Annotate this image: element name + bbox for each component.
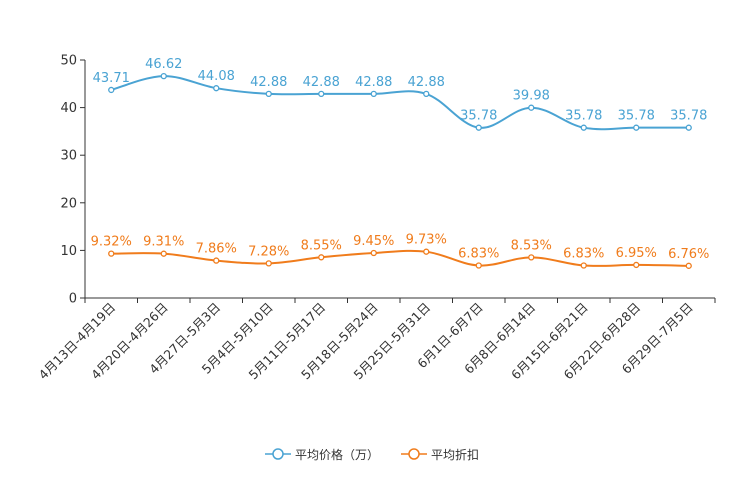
data-label: 7.86% xyxy=(196,242,237,257)
y-tick-label: 50 xyxy=(60,54,77,69)
data-label: 46.62 xyxy=(145,57,182,72)
data-label: 35.78 xyxy=(618,109,655,124)
data-point xyxy=(633,261,640,269)
y-tick-label: 40 xyxy=(60,101,77,116)
data-label: 42.88 xyxy=(303,75,340,90)
data-point xyxy=(528,104,535,111)
y-tick-label: 30 xyxy=(60,149,77,164)
data-label: 35.78 xyxy=(670,109,707,124)
series-line-discount xyxy=(111,249,689,267)
data-point xyxy=(370,90,377,98)
data-label: 8.53% xyxy=(511,238,552,253)
data-label: 9.32% xyxy=(91,235,132,250)
data-point xyxy=(108,250,115,257)
y-tick-label: 0 xyxy=(69,292,77,307)
data-point xyxy=(318,90,325,98)
legend-item-price[interactable]: 平均价格（万） xyxy=(264,446,379,463)
data-point xyxy=(213,85,220,92)
data-point xyxy=(423,90,430,98)
data-label: 6.76% xyxy=(668,247,709,262)
data-point xyxy=(108,86,115,94)
data-point xyxy=(265,260,272,267)
data-label: 9.45% xyxy=(353,234,394,249)
data-point xyxy=(160,250,167,257)
legend-label-price: 平均价格（万） xyxy=(294,447,379,462)
legend-item-discount[interactable]: 平均折扣 xyxy=(401,446,479,463)
data-point xyxy=(580,262,587,269)
data-label: 43.71 xyxy=(93,71,130,86)
legend-swatch-price-icon xyxy=(264,448,291,460)
legend-swatch-discount-icon xyxy=(401,448,427,460)
data-label: 9.31% xyxy=(143,235,184,250)
data-label: 7.28% xyxy=(248,244,289,259)
data-point xyxy=(265,90,272,98)
data-label: 6.83% xyxy=(458,246,499,261)
data-label: 9.73% xyxy=(406,233,447,248)
data-label: 44.08 xyxy=(198,69,235,84)
data-label: 42.88 xyxy=(408,75,445,90)
data-point xyxy=(528,254,535,261)
data-point xyxy=(475,124,482,131)
data-point xyxy=(685,262,692,269)
data-label: 8.55% xyxy=(301,238,342,253)
data-label: 6.95% xyxy=(616,246,657,261)
chart-legend: 平均价格（万） 平均折扣 xyxy=(0,444,744,464)
data-label: 39.98 xyxy=(513,89,550,104)
y-tick-label: 20 xyxy=(60,196,77,211)
data-point xyxy=(423,248,430,255)
data-label: 35.78 xyxy=(460,109,497,124)
data-point xyxy=(370,249,377,257)
data-label: 42.88 xyxy=(250,75,287,90)
data-point xyxy=(160,72,167,80)
data-label: 6.83% xyxy=(563,246,604,261)
legend-label-discount: 平均折扣 xyxy=(431,447,480,462)
data-point xyxy=(213,257,220,264)
data-point xyxy=(685,124,692,131)
data-point xyxy=(633,124,640,131)
data-label: 42.88 xyxy=(355,75,392,90)
data-label: 35.78 xyxy=(565,109,602,124)
y-tick-label: 10 xyxy=(60,244,77,259)
data-point xyxy=(318,254,325,261)
data-point xyxy=(580,124,587,131)
data-point xyxy=(475,262,482,269)
